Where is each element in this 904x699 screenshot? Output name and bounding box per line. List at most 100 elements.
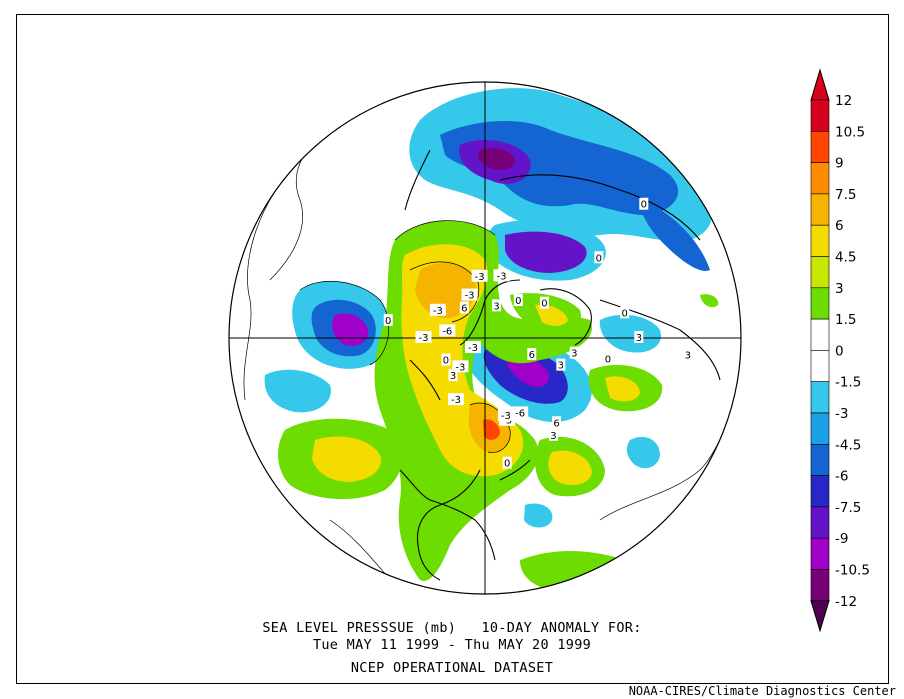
contour-label: 0 xyxy=(515,296,521,307)
legend-swatch xyxy=(810,412,830,445)
legend-swatch xyxy=(810,162,830,195)
contour-label: 0 xyxy=(622,308,628,319)
legend-swatch xyxy=(810,569,830,602)
contour-label-bg xyxy=(512,406,529,419)
contour-label-bg xyxy=(448,369,458,382)
negative-anomaly-rim xyxy=(640,200,710,271)
contour-label: -3 xyxy=(497,271,507,282)
contour-label: -6 xyxy=(442,326,452,337)
legend-arrow-top xyxy=(810,68,830,101)
contour-label: -3 xyxy=(419,333,429,344)
legend-swatch xyxy=(810,350,830,382)
negative-anomaly-central-deep xyxy=(505,231,587,273)
legend-swatch xyxy=(810,131,830,163)
legend-tick-label: -12 xyxy=(835,594,857,610)
contour-label-bg xyxy=(620,306,630,319)
legend-tick-label: -4.5 xyxy=(835,437,861,453)
legend-swatch xyxy=(810,193,830,226)
contour-label-bg xyxy=(493,269,510,282)
contour-label: 0 xyxy=(443,356,449,367)
credit-text: NOAA-CIRES/Climate Diagnostics Center xyxy=(628,684,896,698)
legend-tick-label: 7.5 xyxy=(835,187,856,203)
contour-label-bg xyxy=(465,341,482,354)
legend-tick-label: 1.5 xyxy=(835,312,856,328)
contour-label: 3 xyxy=(450,371,456,382)
legend-tick-label: 10.5 xyxy=(835,124,865,140)
contour-label-bg xyxy=(556,358,566,371)
legend-swatch xyxy=(810,287,830,320)
legend-tick-label: -10.5 xyxy=(835,563,870,579)
contour-label-bg xyxy=(548,428,558,441)
contour-label-bg xyxy=(502,456,512,469)
contour-label-bg xyxy=(634,331,644,343)
negative-anomaly-east-2 xyxy=(524,503,553,528)
contour-label-bg xyxy=(603,352,613,365)
legend-swatch xyxy=(810,475,830,508)
contour-label: 0 xyxy=(385,316,391,327)
title-line-3: NCEP OPERATIONAL DATASET xyxy=(350,660,554,676)
negative-anomaly-east-1 xyxy=(626,436,660,469)
contour-label: -3 xyxy=(433,306,443,317)
contour-label-bg xyxy=(594,251,604,264)
legend-swatch xyxy=(810,318,830,351)
title-line-2: Tue MAY 11 1999 - Thu MAY 20 1999 xyxy=(312,637,592,653)
legend-swatch xyxy=(810,99,830,132)
contour-label-bg xyxy=(539,296,549,309)
contour-label: -3 xyxy=(465,291,475,302)
contour-label-bg xyxy=(383,313,393,326)
legend-tick-label: 6 xyxy=(835,218,844,234)
contour-label: -3 xyxy=(451,395,461,406)
contour-label-bg xyxy=(683,348,693,361)
legend-swatch xyxy=(810,224,830,257)
contour-label-bg xyxy=(448,393,465,406)
contour-label: -3 xyxy=(455,362,465,373)
contour-label: 3 xyxy=(558,361,564,372)
legend-tick-label: 0 xyxy=(835,343,844,359)
negative-anomaly-east-3 xyxy=(599,314,661,353)
contour-label: -3 xyxy=(502,416,512,427)
legend-swatch xyxy=(810,256,830,289)
contour-label-bg xyxy=(639,197,649,210)
contour-label-bg xyxy=(439,324,456,337)
contour-label-bg xyxy=(569,346,579,359)
contour-label: 0 xyxy=(504,459,510,470)
contour-labels: -3-3-3-3-3-6-3-6-3-3-30 0330663303363-300… xyxy=(383,197,693,470)
legend-swatch xyxy=(810,381,830,414)
legend-swatch xyxy=(810,443,830,476)
contour-label-bg xyxy=(415,331,432,343)
contour-label: 3 xyxy=(685,351,691,362)
contour-label: -6 xyxy=(515,408,525,419)
positive-anomaly-pacific-mid xyxy=(312,436,381,482)
negative-anomaly-west xyxy=(264,369,331,413)
contour-label-bg xyxy=(552,416,562,429)
graticule xyxy=(229,82,741,594)
contour-label-bg xyxy=(513,294,523,307)
positive-anomaly-east-mid xyxy=(605,376,640,402)
title-line-1: SEA LEVEL PRESSSUE (mb) 10-DAY ANOMALY F… xyxy=(262,620,642,636)
contour-label: 6 xyxy=(461,304,467,315)
positive-anomaly-atlantic-mid xyxy=(548,450,592,485)
legend-tick-label: 3 xyxy=(835,281,844,297)
legend-arrow-bottom xyxy=(810,600,830,633)
contour-label-bg xyxy=(429,303,446,316)
positive-anomaly-hudson-core xyxy=(483,419,500,440)
legend-swatch xyxy=(810,537,830,570)
contour-label: 6 xyxy=(529,350,535,361)
negative-anomaly-core-2 xyxy=(478,148,515,170)
contour-label: -3 xyxy=(501,411,511,422)
contour-label: 3 xyxy=(550,431,556,442)
positive-anomaly-baffin-core xyxy=(535,304,568,326)
contour-label: -3 xyxy=(468,343,478,354)
contour-label-bg xyxy=(492,299,502,312)
contour-label: 6 xyxy=(553,418,559,429)
legend-swatch xyxy=(810,506,830,539)
legend-tick-label: -1.5 xyxy=(835,375,861,391)
contour-label-bg xyxy=(441,353,451,366)
contour-label: -3 xyxy=(475,272,485,283)
legend-tick-label: 12 xyxy=(835,93,852,109)
map-boundary xyxy=(228,81,742,595)
contour-label-bg xyxy=(459,301,469,314)
legend-tick-label: 9 xyxy=(835,156,844,172)
